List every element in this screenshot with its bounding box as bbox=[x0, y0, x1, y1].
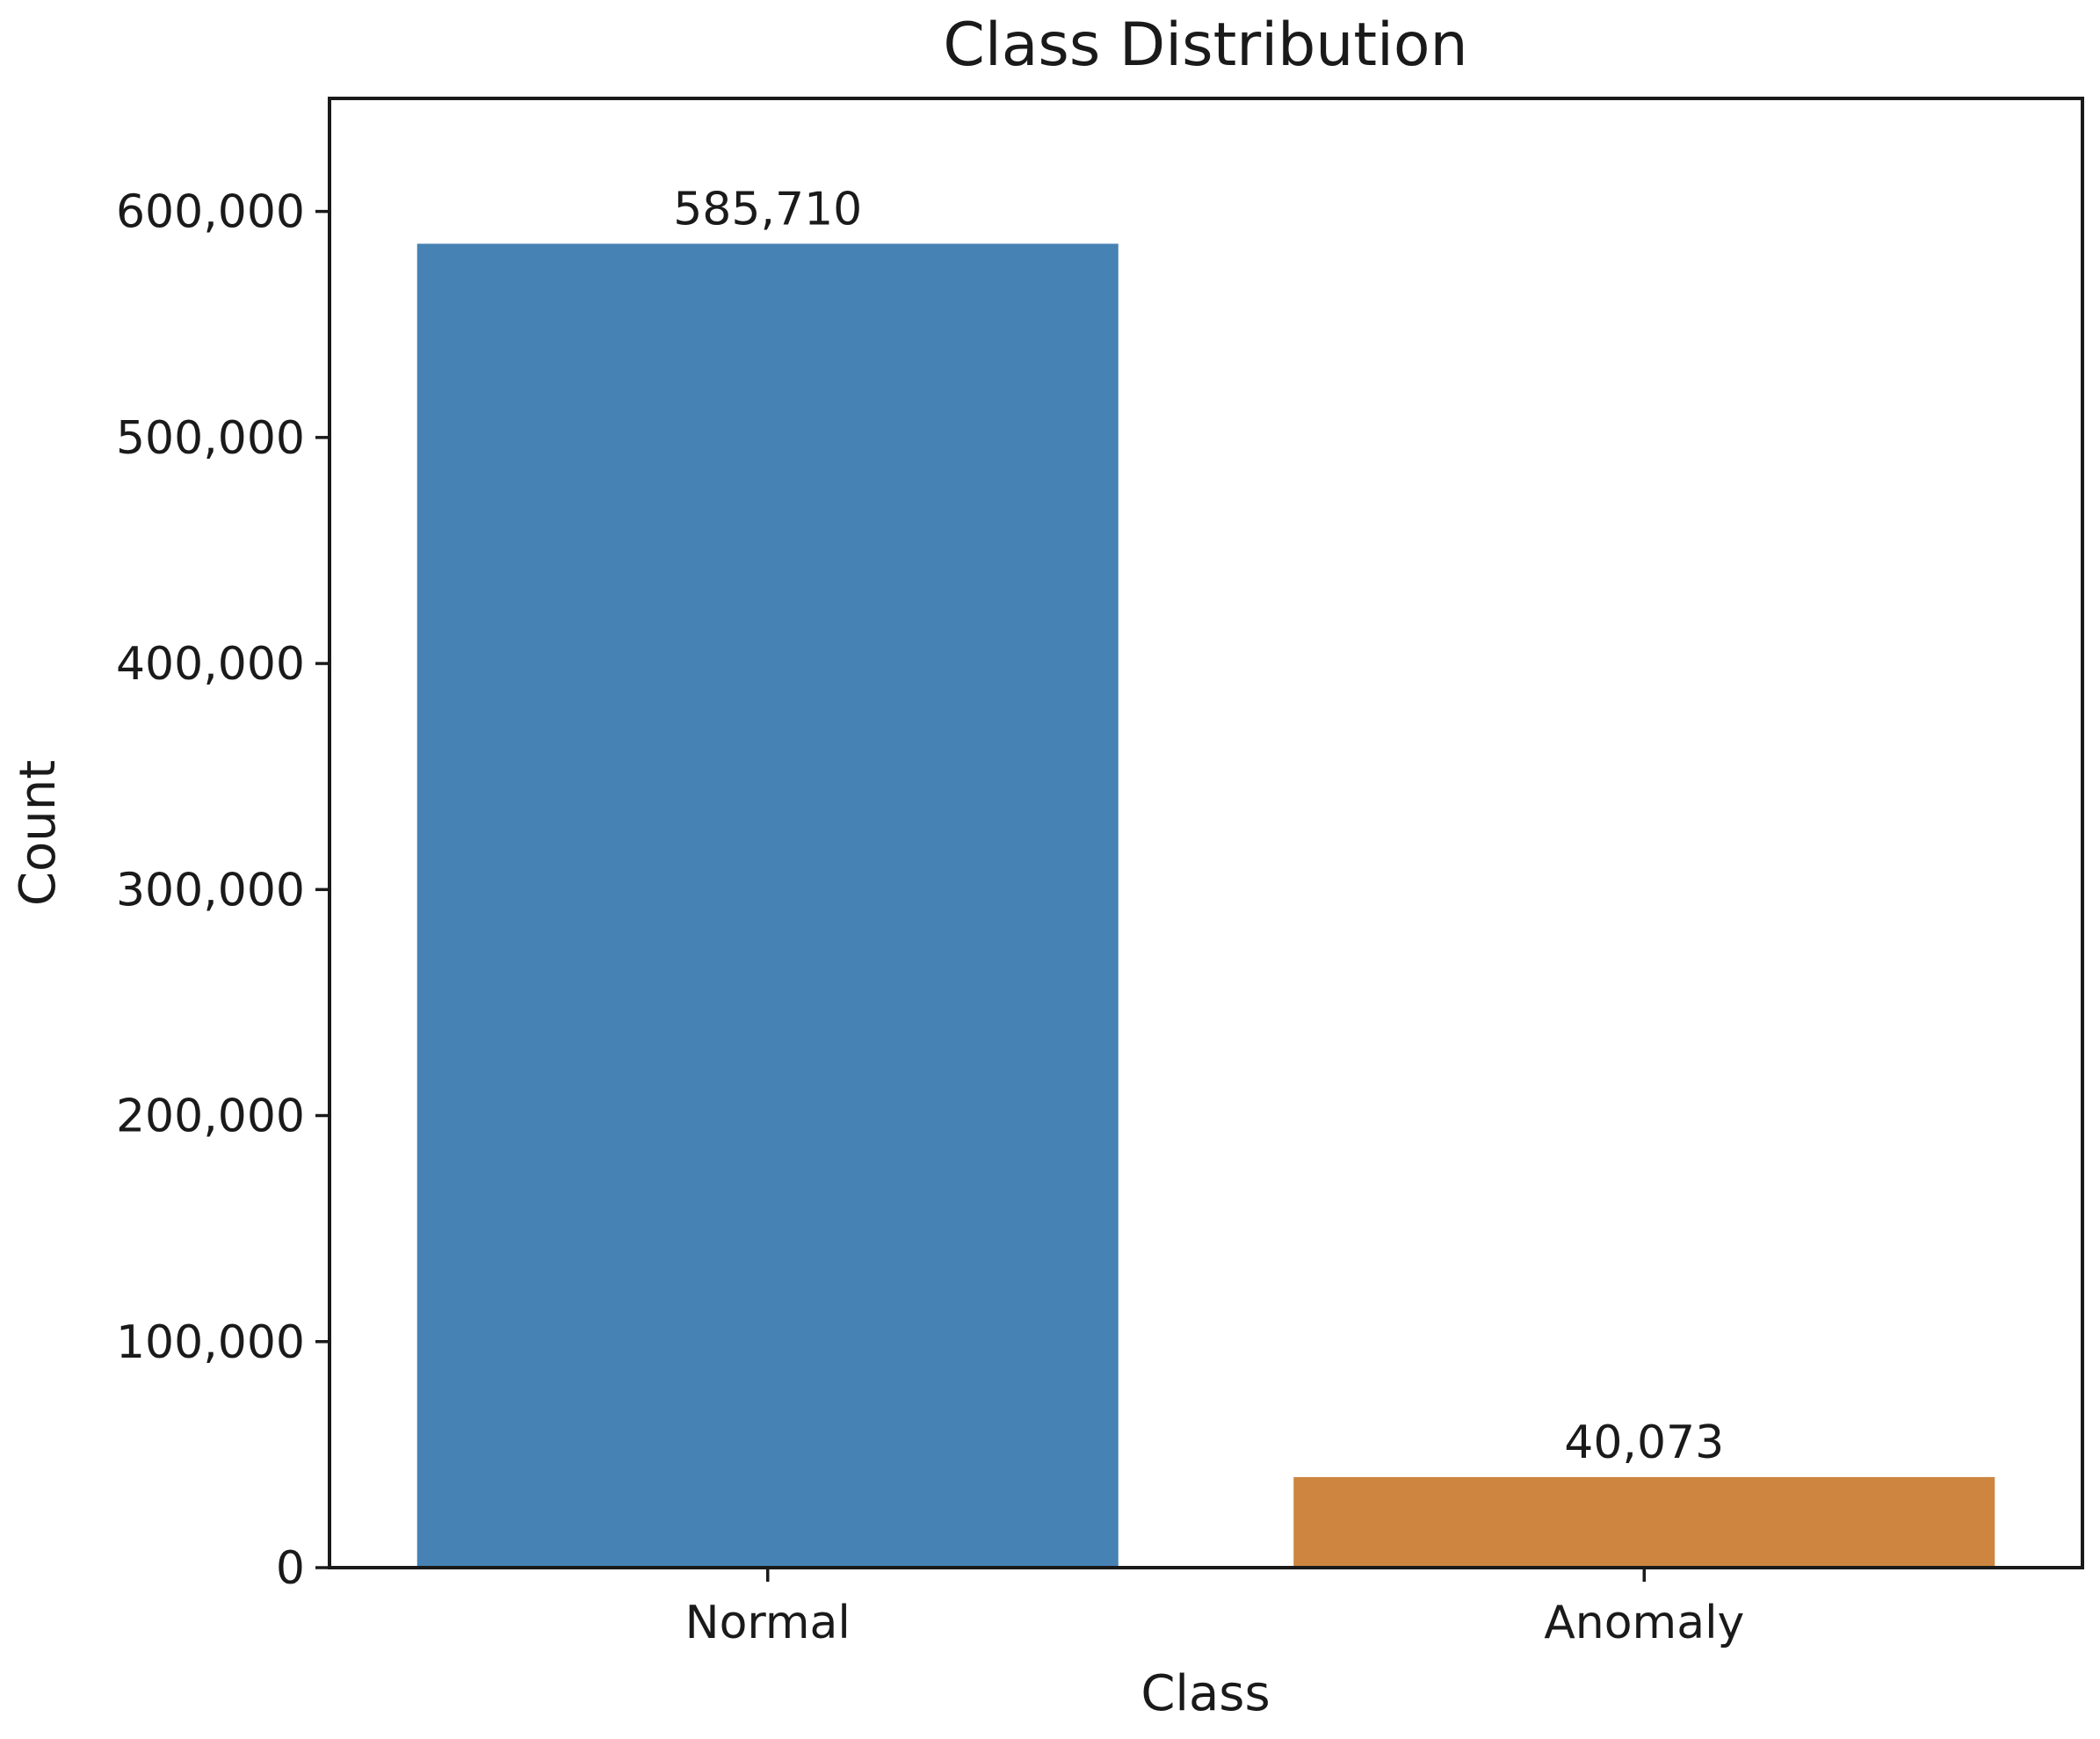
axes-frame bbox=[328, 97, 2084, 1569]
y-tick-label: 400,000 bbox=[116, 638, 305, 691]
plot-area bbox=[315, 209, 1995, 1582]
data-label: 585,710 bbox=[673, 183, 862, 235]
data-label: 40,073 bbox=[1564, 1417, 1724, 1469]
x-tick-label: Anomaly bbox=[1544, 1597, 1744, 1649]
y-tick-label: 500,000 bbox=[116, 412, 305, 465]
y-tick-label: 300,000 bbox=[116, 864, 305, 917]
y-axis-label: Count bbox=[10, 760, 67, 906]
x-tick-label: Normal bbox=[685, 1597, 851, 1649]
y-tick-label: 100,000 bbox=[116, 1316, 305, 1369]
y-tick-label: 0 bbox=[276, 1542, 305, 1595]
chart-title: Class Distribution bbox=[943, 11, 1467, 80]
bar-normal bbox=[416, 243, 1119, 1568]
x-axis-label: Class bbox=[1141, 1665, 1270, 1722]
y-tick-label: 200,000 bbox=[116, 1090, 305, 1143]
y-tick-label: 600,000 bbox=[116, 186, 305, 239]
bar-anomaly bbox=[1293, 1476, 1995, 1568]
